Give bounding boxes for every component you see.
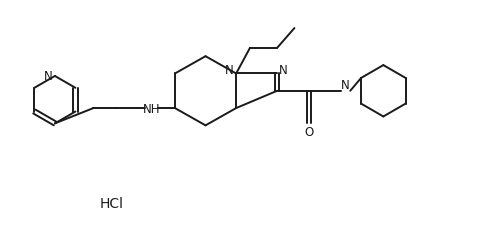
Text: NH: NH <box>142 102 160 115</box>
Text: N: N <box>226 64 234 77</box>
Text: HCl: HCl <box>100 197 124 210</box>
Text: O: O <box>305 126 314 139</box>
Text: N: N <box>341 79 350 91</box>
Text: N: N <box>44 70 53 83</box>
Text: N: N <box>279 64 288 77</box>
